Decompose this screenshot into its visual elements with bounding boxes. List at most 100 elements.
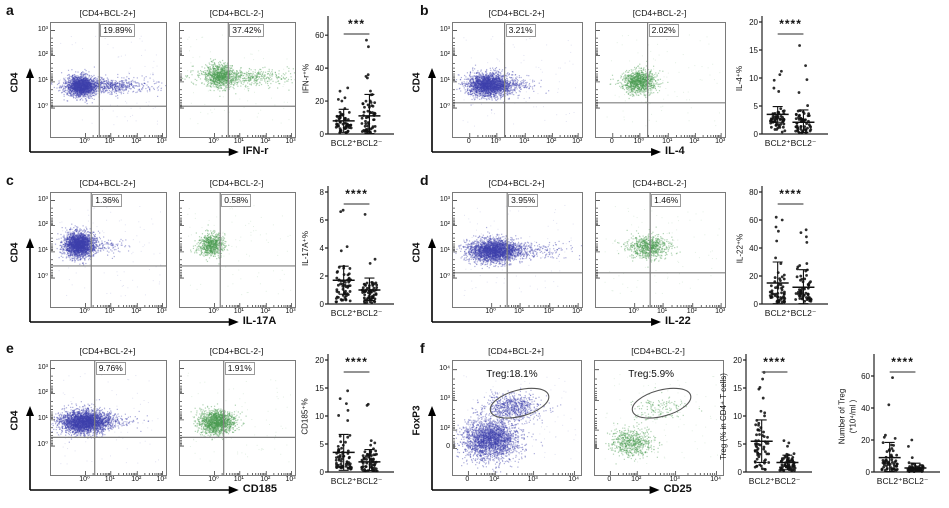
flow-plot-box: 3.21% <box>452 22 583 138</box>
flow-plot-box: 37.42% <box>179 22 296 138</box>
panel-letter-e: e <box>6 340 14 356</box>
axis-arrows <box>26 238 239 326</box>
flow-x-tick-label: 10³ <box>156 476 167 483</box>
flow-y-axis-label: CD4 <box>9 409 21 431</box>
flow-x-axis-label: CD185 <box>242 483 277 495</box>
flow-x-tick-label: 10² <box>131 308 142 315</box>
axis-arrows <box>26 406 239 494</box>
flow-plot-title: [CD4+BCL-2+] <box>79 8 136 18</box>
panel-a-dotplot: IFN-r⁺%0204060BCL2⁺BCL2⁻*** <box>298 6 402 166</box>
flow-plot-title: [CD4+BCL-2-] <box>209 8 264 18</box>
flow-y-tick-label: 10⁰ <box>37 273 48 281</box>
flow-plot-box: 3.95% <box>452 192 583 308</box>
flow-dot-canvas <box>596 23 725 137</box>
scatter-canvas <box>732 176 836 336</box>
panel-letter-a: a <box>6 2 14 18</box>
flow-y-axis-label-wrap: CD4 <box>8 380 22 460</box>
panel-f-dotplot-2: Number of Treg(*10⁴/ml )0204060BCL2⁺BCL2… <box>832 344 944 504</box>
panel-letter-d: d <box>420 172 429 188</box>
flow-y-tick-label: 10² <box>37 220 48 228</box>
panel-f-flow-group: f FoxP3 CD25 10⁴ 10³ 10² 0 [CD4+BCL-2+] Treg:18.… <box>404 340 726 506</box>
panel-b-flow-group: b CD4 IL-4 10³ 10² 10¹ 10⁰ [CD4+BCL-2+] 3.21% 0 10… <box>404 2 728 168</box>
panel-b-dotplot: IL-4⁺%05101520BCL2⁺BCL2⁻**** <box>732 6 836 166</box>
flow-y-tick-label: 10³ <box>439 395 450 403</box>
panel-d-flow-group: d CD4 IL-22 10³ 10² 10¹ 10⁰ [CD4+BCL-2+] 3.95% 10… <box>404 172 728 338</box>
flow-x-tick-label: 10⁰ <box>208 476 219 483</box>
gate-percentage: 0.58% <box>221 194 252 207</box>
flow-x-tick-label: 10⁰ <box>79 138 90 145</box>
flow-dot-canvas <box>453 23 582 137</box>
scatter-canvas <box>298 176 402 336</box>
flow-x-tick-label: 10¹ <box>233 476 244 483</box>
flow-x-tick-label: 0 <box>609 138 614 145</box>
gate-percentage: 2.02% <box>648 24 679 37</box>
panel-c-dotplot: IL-17A⁺%02468BCL2⁺BCL2⁻**** <box>298 176 402 336</box>
gate-percentage: 9.76% <box>95 362 126 375</box>
flow-x-tick-label: 10³ <box>572 308 583 315</box>
flow-x-tick-label: 10⁰ <box>208 308 219 315</box>
flow-x-tick-label: 10¹ <box>233 138 244 145</box>
flow-plot-title: [CD4+BCL-2-] <box>632 178 687 188</box>
flow-x-tick-label: 10⁰ <box>208 138 219 145</box>
scatter-canvas <box>832 344 944 504</box>
flow-y-axis-label-wrap: FoxP3 <box>410 380 424 460</box>
flow-dot-canvas <box>180 23 295 137</box>
flow-y-tick-label: 10⁰ <box>439 273 450 281</box>
flow-x-tick-label: 10⁰ <box>628 308 639 315</box>
flow-plot-title: [CD4+BCL-2+] <box>79 346 136 356</box>
flow-plot-box: 9.76% <box>50 360 167 476</box>
flow-y-axis-label: CD4 <box>411 71 423 93</box>
flow-x-tick-label: 0 <box>466 138 471 145</box>
gate-percentage: 37.42% <box>229 24 265 37</box>
flow-x-tick-label: 10³ <box>715 308 726 315</box>
flow-x-tick-label: 10¹ <box>514 308 525 315</box>
flow-x-tick-label: 10⁰ <box>79 308 90 315</box>
flow-dot-canvas <box>453 361 581 475</box>
flow-y-tick-label: 10² <box>439 50 450 58</box>
flow-x-tick-label: 10³ <box>285 476 296 483</box>
flow-x-tick-label: 10⁰ <box>485 308 496 315</box>
flow-x-tick-label: 10² <box>686 308 697 315</box>
panel-c-flow-group: c CD4 IL-17A 10³ 10² 10¹ 10⁰ [CD4+BCL-2+] 1.36% 1… <box>2 172 298 338</box>
flow-dot-canvas <box>596 193 725 307</box>
flow-x-tick-label: 10² <box>631 476 642 483</box>
axis-arrows <box>428 406 660 494</box>
flow-x-axis-label: CD25 <box>663 483 692 495</box>
flow-x-tick-label: 10³ <box>715 138 726 145</box>
flow-plot-box: 1.46% <box>595 192 726 308</box>
flow-y-tick-label: 10¹ <box>439 76 450 84</box>
flow-x-tick-label: 10⁰ <box>79 476 90 483</box>
flow-x-tick-label: 10¹ <box>104 138 115 145</box>
flow-y-tick-label: 10¹ <box>37 76 48 84</box>
flow-y-axis-label-wrap: CD4 <box>410 42 424 122</box>
gate-percentage: 19.89% <box>100 24 136 37</box>
panel-d-dotplot: IL-22⁺%020406080BCL2⁺BCL2⁻**** <box>732 176 836 336</box>
flow-y-axis-label-wrap: CD4 <box>8 212 22 292</box>
gate-percentage: 1.36% <box>92 194 123 207</box>
flow-x-tick-label: 10³ <box>285 308 296 315</box>
flow-plot-box: 2.02% <box>595 22 726 138</box>
scatter-canvas <box>298 6 402 166</box>
flow-y-tick-label: 10² <box>37 388 48 396</box>
flow-x-tick-label: 10³ <box>285 138 296 145</box>
gate-percentage: 3.21% <box>505 24 536 37</box>
panel-f-dotplot-1: Treg (% in CD4⁺ T cells)05101520BCL2⁺BCL… <box>716 344 820 504</box>
flow-x-tick-label: 10² <box>260 308 271 315</box>
flow-x-axis-label: IL-22 <box>665 315 691 327</box>
flow-x-tick-label: 10² <box>543 308 554 315</box>
flow-plot-title: [CD4+BCL-2+] <box>79 178 136 188</box>
panel-letter-b: b <box>420 2 429 18</box>
axis-arrows <box>428 238 662 326</box>
flow-x-tick-label: 10¹ <box>662 138 673 145</box>
flow-x-tick-label: 10³ <box>572 138 583 145</box>
flow-dot-canvas <box>51 361 166 475</box>
flow-y-tick-label: 10² <box>439 220 450 228</box>
flow-x-axis-label: IL-17A <box>242 315 277 327</box>
flow-y-tick-label: 10³ <box>439 25 450 33</box>
flow-y-axis-label-wrap: CD4 <box>410 212 424 292</box>
flow-x-tick-label: 0 <box>465 476 470 483</box>
flow-y-tick-label: 10⁰ <box>37 441 48 449</box>
flow-y-tick-label: 0 <box>446 443 450 451</box>
flow-dot-canvas <box>180 361 295 475</box>
flow-y-tick-label: 10⁰ <box>439 103 450 111</box>
